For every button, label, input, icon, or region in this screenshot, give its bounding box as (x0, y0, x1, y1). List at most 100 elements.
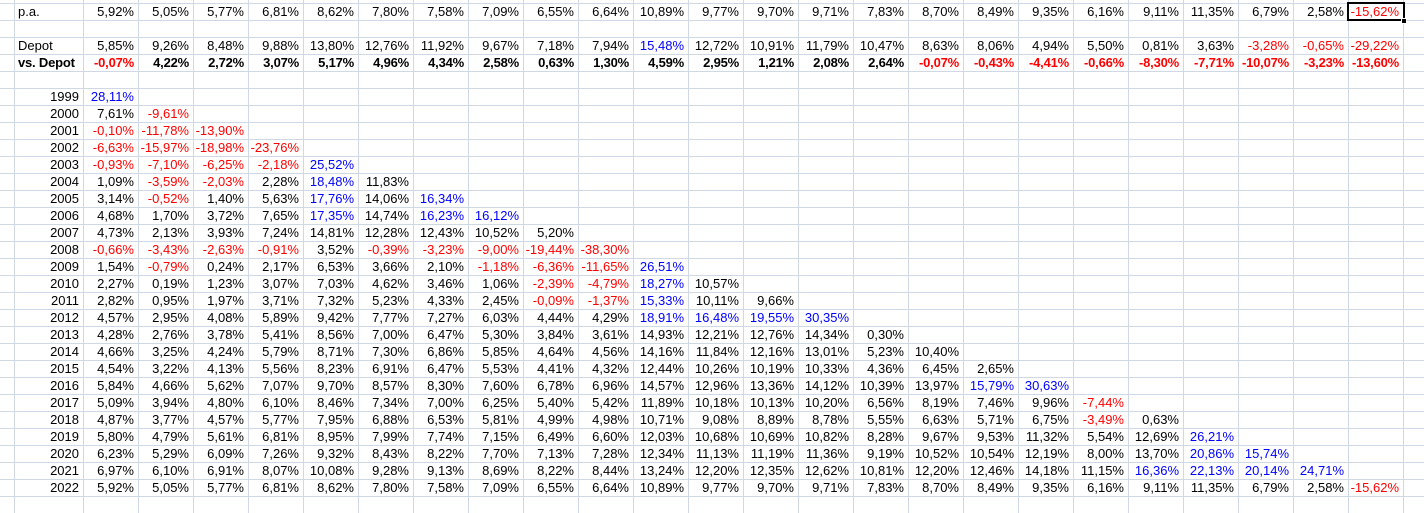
cell[interactable] (15, 72, 84, 89)
cell[interactable]: -18,98% (194, 140, 249, 157)
year-label[interactable]: 2013 (15, 327, 84, 344)
empty-cell[interactable] (1239, 395, 1294, 412)
empty-cell[interactable] (1129, 361, 1184, 378)
empty-cell[interactable] (1019, 140, 1074, 157)
cell[interactable]: 5,09% (84, 395, 139, 412)
empty-cell[interactable] (304, 0, 359, 4)
cell[interactable]: 5,30% (469, 327, 524, 344)
empty-cell[interactable] (1349, 429, 1404, 446)
cell[interactable]: 2,08% (799, 55, 854, 72)
cell[interactable]: 8,49% (964, 4, 1019, 21)
cell[interactable]: 0,63% (524, 55, 579, 72)
cell[interactable]: 3,84% (524, 327, 579, 344)
cell[interactable]: 6,81% (249, 429, 304, 446)
empty-cell[interactable] (1239, 293, 1294, 310)
empty-cell[interactable] (1074, 208, 1129, 225)
empty-cell[interactable] (744, 106, 799, 123)
empty-cell[interactable] (1404, 38, 1424, 55)
empty-cell[interactable] (1074, 21, 1129, 38)
fill-handle[interactable] (1401, 18, 1407, 24)
empty-cell[interactable] (1294, 140, 1349, 157)
cell[interactable]: 7,83% (854, 4, 909, 21)
empty-cell[interactable] (1294, 361, 1349, 378)
cell[interactable]: 5,56% (249, 361, 304, 378)
cell[interactable]: 6,88% (359, 412, 414, 429)
cell[interactable]: 10,18% (689, 395, 744, 412)
year-label[interactable]: 2016 (15, 378, 84, 395)
cell[interactable]: 5,80% (84, 429, 139, 446)
cell[interactable]: -6,25% (194, 157, 249, 174)
year-label[interactable]: 2017 (15, 395, 84, 412)
cell[interactable]: 8,00% (1074, 446, 1129, 463)
cell[interactable]: 25,52% (304, 157, 359, 174)
cell[interactable]: 7,18% (524, 38, 579, 55)
cell[interactable]: 8,07% (249, 463, 304, 480)
empty-cell[interactable] (634, 72, 689, 89)
cell[interactable]: 9,88% (249, 38, 304, 55)
cell[interactable]: -0,39% (359, 242, 414, 259)
cell[interactable]: 7,83% (854, 480, 909, 497)
empty-cell[interactable] (634, 123, 689, 140)
empty-cell[interactable] (414, 72, 469, 89)
empty-cell[interactable] (1349, 293, 1404, 310)
cell[interactable]: 10,52% (909, 446, 964, 463)
empty-cell[interactable] (634, 174, 689, 191)
empty-cell[interactable] (1239, 242, 1294, 259)
cell[interactable]: 7,70% (469, 446, 524, 463)
empty-cell[interactable] (799, 276, 854, 293)
empty-cell[interactable] (1019, 21, 1074, 38)
cell[interactable]: 7,58% (414, 480, 469, 497)
empty-cell[interactable] (854, 293, 909, 310)
empty-cell[interactable] (579, 0, 634, 4)
empty-cell[interactable] (854, 276, 909, 293)
empty-cell[interactable] (1404, 497, 1424, 513)
empty-cell[interactable] (964, 310, 1019, 327)
empty-cell[interactable] (1184, 191, 1239, 208)
empty-cell[interactable] (579, 497, 634, 513)
empty-cell[interactable] (524, 21, 579, 38)
empty-cell[interactable] (799, 191, 854, 208)
cell[interactable]: 8,43% (359, 446, 414, 463)
cell[interactable]: -0,43% (964, 55, 1019, 72)
empty-cell[interactable] (854, 106, 909, 123)
cell[interactable]: 15,79% (964, 378, 1019, 395)
empty-cell[interactable] (1074, 497, 1129, 513)
cell[interactable]: 4,28% (84, 327, 139, 344)
empty-cell[interactable] (414, 0, 469, 4)
cell[interactable]: 11,79% (799, 38, 854, 55)
empty-cell[interactable] (359, 89, 414, 106)
empty-cell[interactable] (799, 293, 854, 310)
empty-cell[interactable] (964, 174, 1019, 191)
empty-cell[interactable] (1129, 174, 1184, 191)
empty-cell[interactable] (854, 72, 909, 89)
cell[interactable]: 12,43% (414, 225, 469, 242)
empty-cell[interactable] (964, 344, 1019, 361)
cell[interactable]: 6,10% (249, 395, 304, 412)
empty-cell[interactable] (964, 327, 1019, 344)
cell[interactable]: 10,57% (689, 276, 744, 293)
cell[interactable] (0, 140, 15, 157)
empty-cell[interactable] (1239, 310, 1294, 327)
cell[interactable]: -13,60% (1349, 55, 1404, 72)
empty-cell[interactable] (799, 497, 854, 513)
empty-cell[interactable] (1184, 123, 1239, 140)
empty-cell[interactable] (1074, 327, 1129, 344)
cell[interactable]: -3,23% (414, 242, 469, 259)
empty-cell[interactable] (854, 123, 909, 140)
cell[interactable]: -0,52% (139, 191, 194, 208)
empty-cell[interactable] (1404, 123, 1424, 140)
cell[interactable]: 8,46% (304, 395, 359, 412)
cell[interactable]: 6,03% (469, 310, 524, 327)
cell[interactable]: -15,62% (1349, 480, 1404, 497)
empty-cell[interactable] (964, 157, 1019, 174)
cell[interactable]: 5,29% (139, 446, 194, 463)
cell[interactable]: 7,74% (414, 429, 469, 446)
cell[interactable] (15, 0, 84, 4)
year-label[interactable]: 2008 (15, 242, 84, 259)
empty-cell[interactable] (1294, 157, 1349, 174)
empty-cell[interactable] (1019, 276, 1074, 293)
cell[interactable]: 7,94% (579, 38, 634, 55)
cell[interactable]: 6,53% (304, 259, 359, 276)
cell[interactable]: 1,30% (579, 55, 634, 72)
cell[interactable]: 7,34% (359, 395, 414, 412)
